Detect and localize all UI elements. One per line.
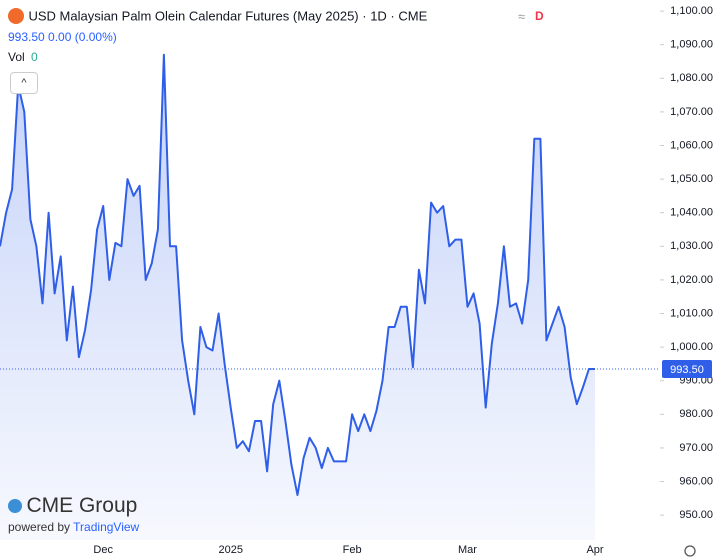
last-price-box xyxy=(662,359,712,378)
brand: CME Group xyxy=(8,494,137,518)
powered: powered by TradingView xyxy=(8,520,139,534)
icon: ≈ xyxy=(518,9,526,24)
volume: Vol 0 xyxy=(8,50,38,64)
y-tick-label: 1,090.00 xyxy=(670,39,713,51)
symbol-icon xyxy=(8,7,24,24)
y-tick-label: 1,080.00 xyxy=(670,72,713,84)
y-tick-label: 1,030.00 xyxy=(670,240,713,252)
settings-icon[interactable] xyxy=(684,545,696,557)
badge: D xyxy=(535,9,544,23)
vol-label: Vol xyxy=(8,50,25,64)
symbol-title: USD Malaysian Palm Olein Calendar Future… xyxy=(28,8,428,24)
price: 993.50 xyxy=(8,30,45,44)
y-tick-label: 960.00 xyxy=(679,475,713,487)
y-tick-label: 1,040.00 xyxy=(670,207,713,219)
brand-logo: CME Group xyxy=(26,494,138,517)
y-tick-label: 1,020.00 xyxy=(670,274,713,286)
y-tick-label: 1,010.00 xyxy=(670,307,713,319)
powered-by: powered by xyxy=(8,520,71,534)
x-tick-label: 2025 xyxy=(218,544,242,556)
y-tick-label: 1,100.00 xyxy=(670,5,713,17)
y-tick-label: 1,070.00 xyxy=(670,106,713,118)
change: 0.00 xyxy=(48,30,72,44)
y-tick-label: 1,000.00 xyxy=(670,341,713,353)
change-pct: (0.00%) xyxy=(74,30,117,44)
x-tick-label: Feb xyxy=(343,544,362,556)
collapse-button[interactable]: ^ xyxy=(10,72,38,94)
x-tick-label: Dec xyxy=(93,544,113,556)
x-tick-label: Apr xyxy=(586,544,603,556)
x-tick-label: Mar xyxy=(458,544,477,556)
brand-icon xyxy=(8,499,22,513)
price-line xyxy=(0,53,595,496)
symbol-header: USD Malaysian Palm Olein Calendar Future… xyxy=(8,7,427,25)
y-tick-label: 1,050.00 xyxy=(670,173,713,185)
y-tick-label: 1,060.00 xyxy=(670,139,713,151)
platform[interactable]: TradingView xyxy=(73,520,140,534)
vol-value: 0 xyxy=(31,50,38,64)
y-tick-label: 980.00 xyxy=(679,408,713,420)
area-fill xyxy=(0,54,595,541)
price-line: 993.50 0.00 (0.00%) xyxy=(8,30,117,44)
y-tick-label: 950.00 xyxy=(679,509,713,521)
last-price-label: 993.50 xyxy=(670,364,704,376)
y-tick-label: 970.00 xyxy=(679,442,713,454)
